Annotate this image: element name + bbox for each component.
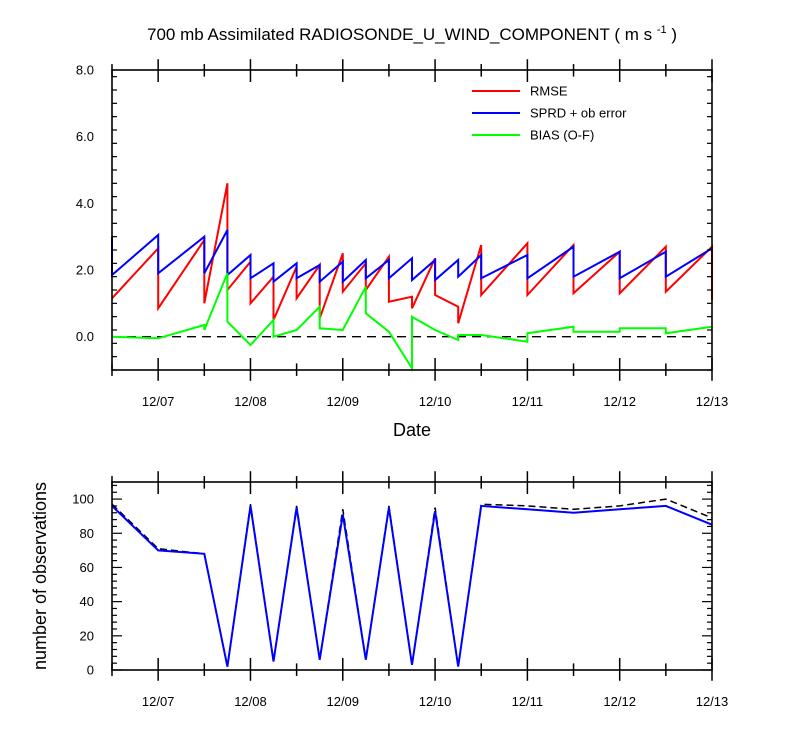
top-x-tick-label: 12/10 [419, 394, 452, 409]
bottom-plot-frame [111, 481, 713, 671]
legend-label: BIAS (O-F) [530, 128, 594, 143]
bottom-y-tick-label: 0 [87, 663, 94, 678]
top-series-bias-o-f-line [111, 272, 713, 372]
top-x-tick-label: 12/13 [696, 394, 729, 409]
top-plot-frame [111, 69, 713, 371]
bottom-x-tick-label: 12/10 [419, 694, 452, 709]
bottom-panel: 12/07 12/08 12/09 12/10 12/11 12/12 12/13 0 20 40… [30, 471, 728, 709]
bottom-y-tick-label: 80 [80, 526, 94, 541]
bottom-y-tick-label: 100 [72, 492, 94, 507]
bottom-y-tick-label: 20 [80, 628, 94, 643]
top-y-tick-label: 2.0 [76, 263, 94, 278]
chart-title: 700 mb Assimilated RADIOSONDE_U_WIND_COM… [147, 24, 677, 44]
bottom-series-obs-possible-line [111, 498, 713, 667]
top-y-tick-label: 8.0 [76, 63, 94, 78]
bottom-y-axis-title: number of observations [30, 482, 50, 670]
bottom-x-tick-label: 12/12 [603, 694, 636, 709]
legend-label: RMSE [530, 84, 568, 99]
legend-label: SPRD + ob error [530, 106, 627, 121]
top-series-rmse-line [111, 183, 713, 324]
bottom-x-tick-label: 12/08 [234, 694, 267, 709]
bottom-x-tick-label: 12/13 [696, 694, 729, 709]
bottom-x-tick-label: 12/07 [142, 694, 175, 709]
top-x-tick-label: 12/08 [234, 394, 267, 409]
bottom-x-tick-label: 12/09 [326, 694, 359, 709]
top-x-tick-label: 12/07 [142, 394, 175, 409]
top-y-tick-label: 0.0 [76, 329, 94, 344]
bottom-series-obs-used-line [111, 504, 713, 667]
bottom-y-tick-label: 60 [80, 560, 94, 575]
top-series-sprd-ob-error-line [111, 229, 713, 285]
top-y-tick-label: 4.0 [76, 196, 94, 211]
top-y-tick-label: 6.0 [76, 129, 94, 144]
bottom-x-tick-label: 12/11 [512, 694, 544, 709]
top-x-tick-label: 12/09 [326, 394, 359, 409]
top-x-axis-title: Date [393, 420, 431, 440]
top-x-tick-label: 12/12 [603, 394, 636, 409]
top-panel: 12/07 12/08 12/09 12/10 12/11 12/12 12/13 0.0 2.… [76, 24, 728, 440]
top-x-tick-label: 12/11 [512, 394, 544, 409]
bottom-y-tick-label: 40 [80, 594, 94, 609]
